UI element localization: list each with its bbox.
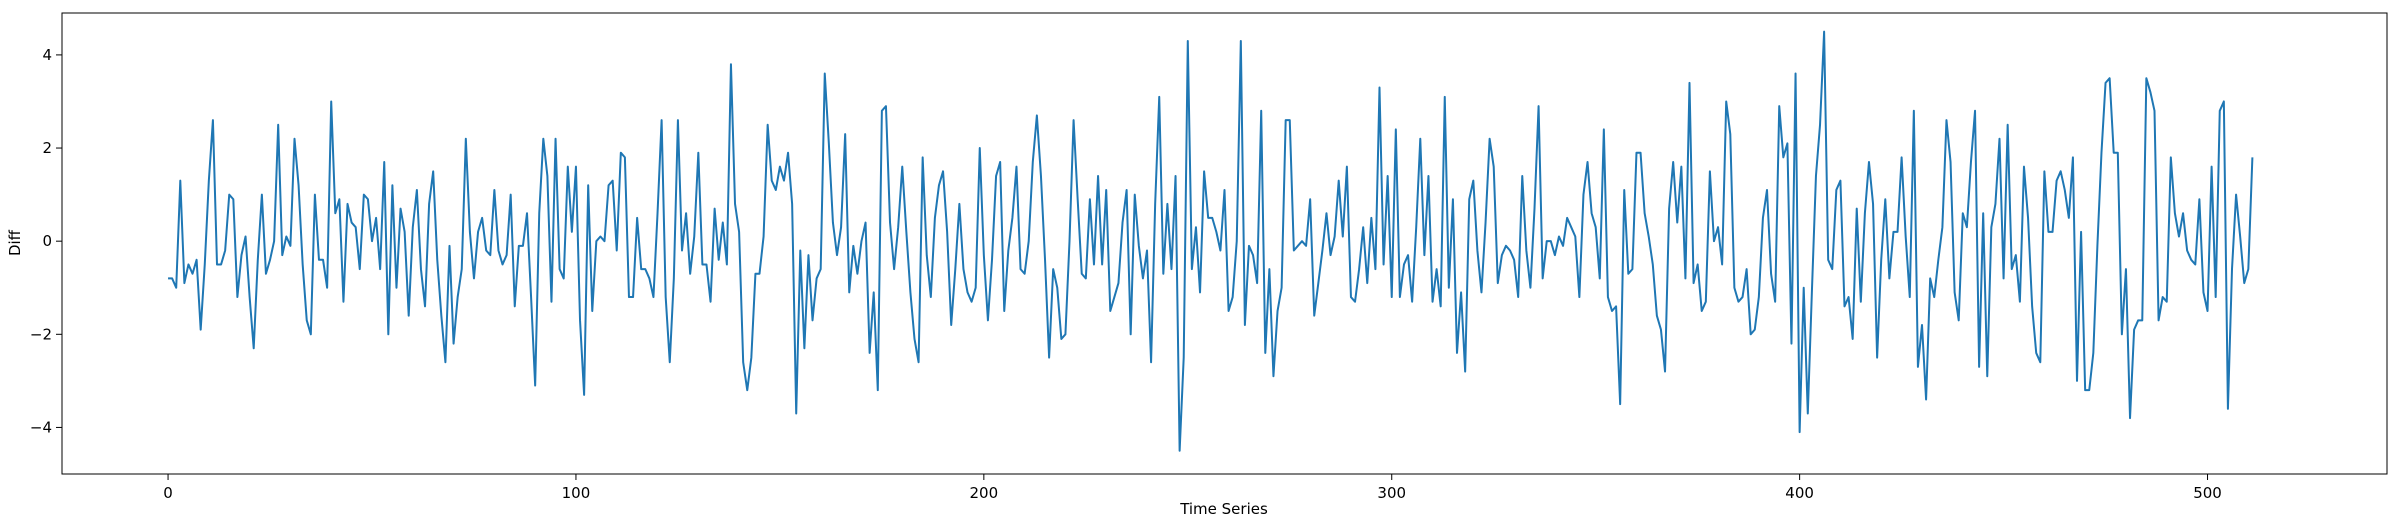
plot-frame (61, 12, 2388, 475)
y-tick-label: −2 (30, 325, 52, 343)
series-line-0 (168, 30, 2254, 452)
plot-area (168, 30, 2254, 452)
x-tick-label: 400 (1785, 484, 1814, 502)
x-axis-title: Time Series (1179, 500, 1268, 518)
x-tick-label: 100 (562, 484, 591, 502)
y-tick-label: 0 (42, 232, 52, 250)
y-tick-label: 2 (42, 139, 52, 157)
x-tick-label: 500 (2193, 484, 2222, 502)
y-tick-label: −4 (30, 418, 52, 436)
x-tick-label: 0 (163, 484, 173, 502)
y-tick-label: 4 (42, 46, 52, 64)
x-axis: 0 100 200 300 400 500 (163, 474, 2222, 502)
y-axis: −4 −2 0 2 4 (30, 46, 62, 436)
y-axis-title: Diff (6, 229, 24, 256)
x-tick-label: 300 (1377, 484, 1406, 502)
x-tick-label: 200 (970, 484, 999, 502)
